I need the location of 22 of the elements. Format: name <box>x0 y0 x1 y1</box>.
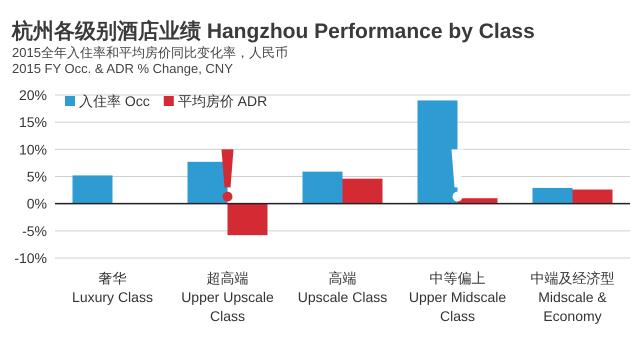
y-tick-label: -5% <box>22 222 47 239</box>
legend-label: 平均房价 ADR <box>178 93 268 109</box>
y-tick-label: 5% <box>26 168 47 184</box>
bar <box>572 190 612 204</box>
bar <box>342 178 382 204</box>
x-tick-label: 超高端 Upper Upscale Class <box>181 270 274 324</box>
y-tick-label: 20% <box>18 87 47 103</box>
x-tick-label: 奢华 Luxury Class <box>72 270 153 305</box>
legend-label: 入住率 Occ <box>79 93 150 109</box>
x-tick-label: 中端及经济型 Midscale & Economy <box>530 270 614 324</box>
y-tick-label: 0% <box>26 196 47 212</box>
bar <box>72 175 112 204</box>
y-tick-label: -10% <box>14 250 47 266</box>
y-tick-label: 10% <box>18 141 47 158</box>
bar <box>418 100 458 204</box>
chart-title: 杭州各级别酒店业绩 Hangzhou Performance by Class <box>11 19 535 43</box>
y-tick-label: 15% <box>18 114 47 130</box>
bar <box>302 172 342 204</box>
x-tick-label: 中等偏上 Upper Midscale Class <box>408 270 506 324</box>
chart-subtitle: 2015全年入住率和平均房价同比变化率，人民币 2015 FY Occ. & ADR % Change, CNY <box>12 45 288 76</box>
x-tick-label: 高端 Upscale Class <box>298 270 388 305</box>
bar <box>532 188 572 204</box>
